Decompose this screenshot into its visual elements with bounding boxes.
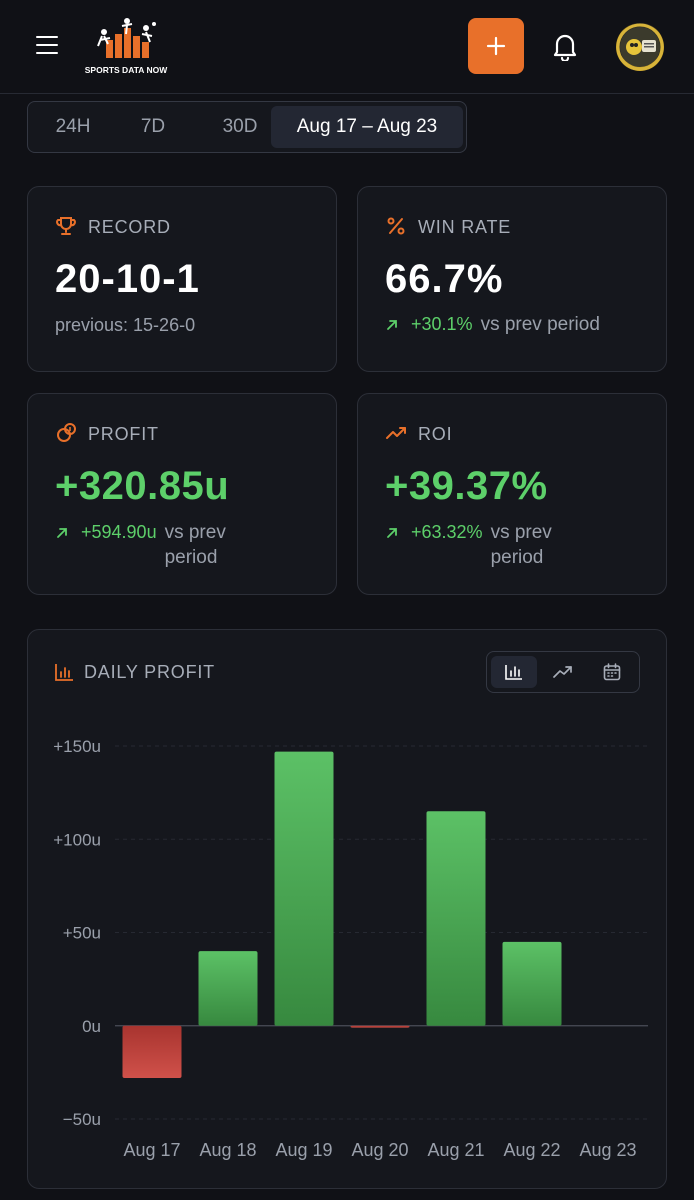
win-rate-value: 66.7% xyxy=(385,257,504,301)
daily-profit-card: DAILY PROFIT xyxy=(27,629,667,1189)
y-tick-label: +150u xyxy=(53,737,101,756)
bar-chart-icon xyxy=(55,664,73,681)
logo[interactable]: SPORTS DATA NOW xyxy=(84,16,168,78)
daily-profit-chart: +150u +100u +50u 0u −50u Aug 17 Aug 18 Aug 19 Au… xyxy=(53,737,648,1160)
roi-delta-text: vs prev period xyxy=(490,522,552,568)
plus-icon xyxy=(486,36,506,56)
trend-line-icon xyxy=(553,666,572,678)
win-rate-delta: +30.1% vs prev period xyxy=(385,314,600,337)
roi-label: ROI xyxy=(418,424,453,444)
calendar-view-button[interactable] xyxy=(589,656,635,688)
profit-label: PROFIT xyxy=(88,424,159,444)
roi-delta: +63.32% vs prev period xyxy=(385,522,571,570)
period-selector: 24H 7D 30D Aug 17 – Aug 23 xyxy=(27,101,467,153)
calendar-icon xyxy=(603,663,621,681)
app-header: SPORTS DATA NOW xyxy=(0,0,694,94)
line-view-button[interactable] xyxy=(540,656,586,688)
win-rate-delta-value: +30.1% xyxy=(411,314,473,334)
profit-delta-text: vs prev period xyxy=(164,522,226,568)
arrow-up-right-icon xyxy=(57,528,67,538)
win-rate-card: WIN RATE 66.7% +30.1% vs prev period xyxy=(357,186,667,372)
x-tick-label: Aug 20 xyxy=(351,1140,408,1160)
trophy-icon xyxy=(56,217,76,235)
bar-chart-icon xyxy=(505,665,522,680)
y-tick-label: 0u xyxy=(82,1017,101,1036)
bar-aug-19[interactable] xyxy=(274,751,334,1026)
arrow-up-right-icon xyxy=(387,320,397,330)
bell-icon[interactable] xyxy=(551,31,579,61)
coins-icon xyxy=(57,423,76,442)
percent-icon xyxy=(387,217,405,235)
x-tick-label: Aug 18 xyxy=(199,1140,256,1160)
roi-delta-value: +63.32% xyxy=(411,522,483,542)
record-label: RECORD xyxy=(88,217,171,237)
bar-aug-17[interactable] xyxy=(122,1025,182,1078)
win-rate-delta-text: vs prev period xyxy=(480,314,600,335)
profit-value: +320.85u xyxy=(55,464,230,508)
record-card: RECORD 20-10-1 previous: 15-26-0 xyxy=(27,186,337,372)
x-tick-label: Aug 19 xyxy=(275,1140,332,1160)
profit-delta-value: +594.90u xyxy=(81,522,157,542)
menu-icon[interactable] xyxy=(36,36,58,56)
logo-graphic-icon xyxy=(97,18,156,58)
period-tab-7d[interactable]: 7D xyxy=(140,116,166,137)
record-previous: previous: 15-26-0 xyxy=(55,315,196,335)
y-tick-label: +50u xyxy=(63,924,101,943)
bar-aug-18[interactable] xyxy=(198,951,258,1026)
x-tick-label: Aug 17 xyxy=(123,1140,180,1160)
y-tick-label: −50u xyxy=(63,1110,101,1129)
period-tab-24h[interactable]: 24H xyxy=(55,116,91,137)
x-tick-label: Aug 23 xyxy=(579,1140,636,1160)
trending-up-icon xyxy=(386,427,406,439)
bar-view-button[interactable] xyxy=(491,656,537,688)
period-tab-custom-range[interactable]: Aug 17 – Aug 23 xyxy=(271,106,463,148)
profit-card: PROFIT +320.85u +594.90u vs prev period xyxy=(27,393,337,595)
avatar[interactable] xyxy=(616,23,664,71)
roi-value: +39.37% xyxy=(385,464,548,508)
record-value: 20-10-1 xyxy=(55,257,200,301)
logo-text: SPORTS DATA NOW xyxy=(84,65,168,75)
add-button[interactable] xyxy=(468,18,524,74)
x-tick-label: Aug 21 xyxy=(427,1140,484,1160)
avatar-image-icon xyxy=(616,23,664,71)
y-tick-label: +100u xyxy=(53,830,101,849)
x-tick-label: Aug 22 xyxy=(503,1140,560,1160)
profit-delta: +594.90u vs prev period xyxy=(55,522,245,570)
bar-aug-21[interactable] xyxy=(426,811,486,1026)
bar-aug-22[interactable] xyxy=(502,941,562,1026)
roi-card: ROI +39.37% +63.32% vs prev period xyxy=(357,393,667,595)
chart-view-toggle xyxy=(486,651,640,693)
bar-aug-20[interactable] xyxy=(350,1025,410,1028)
period-tab-30d[interactable]: 30D xyxy=(222,116,258,137)
arrow-up-right-icon xyxy=(387,528,397,538)
win-rate-label: WIN RATE xyxy=(418,217,512,237)
chart-title: DAILY PROFIT xyxy=(84,662,215,682)
